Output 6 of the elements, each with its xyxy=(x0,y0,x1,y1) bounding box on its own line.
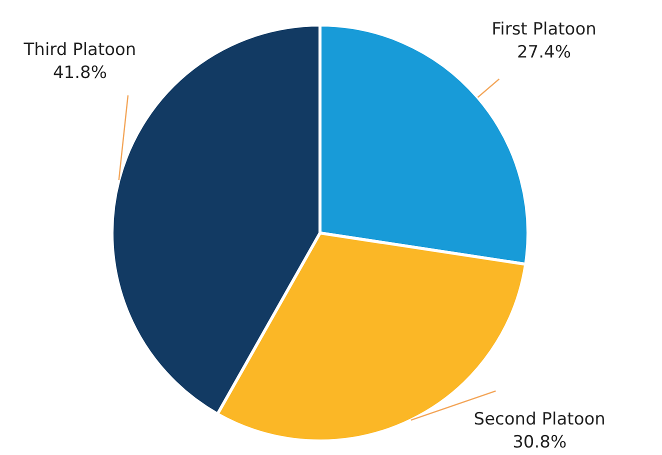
data-label: 27.4% xyxy=(516,42,571,62)
slice-label: Second Platoon xyxy=(474,410,606,430)
slice-label: First Platoon xyxy=(492,19,596,40)
data-label: 30.8% xyxy=(512,432,567,452)
data-label: 41.8% xyxy=(52,62,108,83)
slice-label: Third Platoon xyxy=(22,40,136,60)
